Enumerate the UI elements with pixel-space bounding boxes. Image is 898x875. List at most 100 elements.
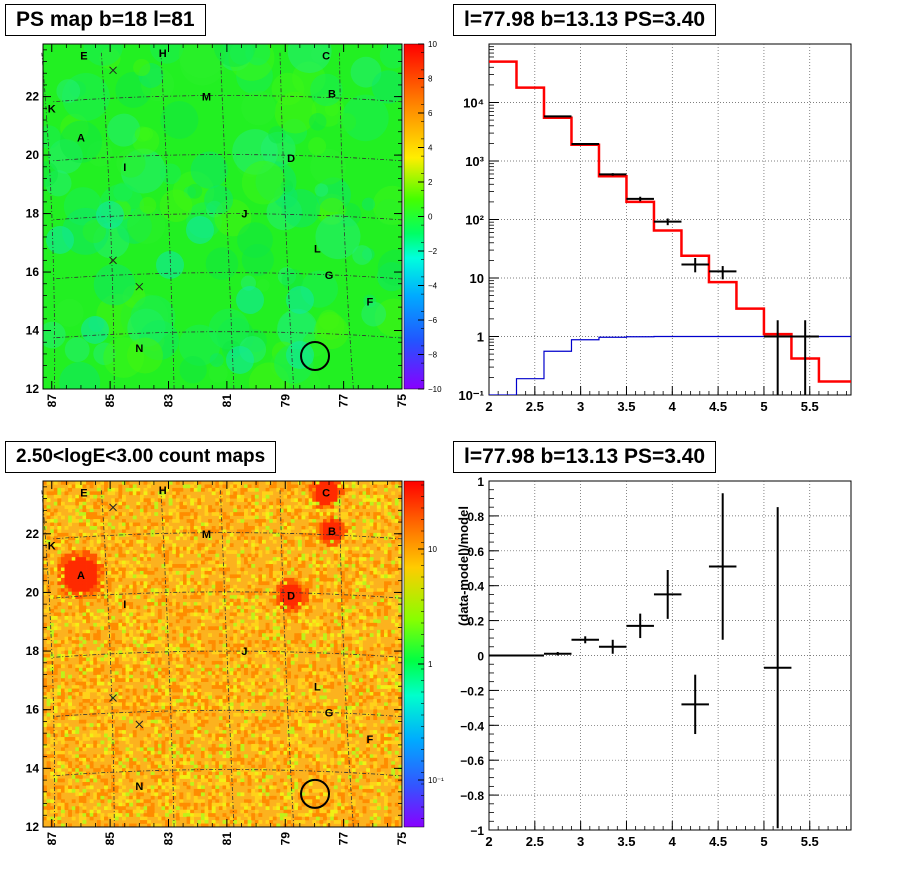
count-map-pixel (398, 640, 402, 644)
count-map-pixel (179, 716, 184, 721)
count-map-pixel (179, 681, 184, 686)
count-map-pixel (125, 633, 130, 637)
count-map-pixel (226, 754, 230, 759)
count-map-pixel (125, 525, 130, 530)
count-map-pixel (121, 498, 126, 503)
count-map-pixel (165, 612, 169, 617)
count-map-pixel (229, 494, 234, 499)
count-map-pixel (366, 525, 370, 530)
count-map-pixel (172, 743, 177, 748)
count-map-pixel (96, 595, 101, 599)
count-map-pixel (68, 494, 73, 499)
count-map-pixel (254, 792, 259, 797)
count-map-pixel (290, 605, 295, 610)
count-map-pixel (384, 481, 388, 485)
count-map-pixel (204, 546, 209, 551)
count-map-pixel (114, 577, 119, 582)
count-map-pixel (193, 584, 198, 589)
count-map-pixel (254, 543, 259, 548)
count-map-pixel (391, 764, 396, 769)
count-map-pixel (398, 681, 402, 686)
count-map-pixel (136, 560, 141, 565)
ps-map-fluctuation (315, 214, 361, 260)
count-map-pixel (172, 588, 177, 593)
count-map-pixel (147, 750, 151, 755)
count-map-pixel (157, 761, 162, 766)
count-map-pixel (297, 681, 302, 686)
count-map-pixel (104, 598, 108, 603)
count-map-pixel (312, 795, 317, 800)
count-map-pixel (362, 622, 367, 627)
count-map-pixel (57, 654, 62, 658)
count-map-pixel (226, 602, 230, 606)
count-map-pixel (348, 654, 353, 658)
count-map-pixel (93, 730, 98, 734)
count-map-pixel (308, 782, 313, 786)
count-map-pixel (222, 529, 227, 534)
count-map-pixel (308, 536, 313, 541)
count-map-pixel (258, 681, 263, 686)
count-map-pixel (136, 536, 141, 541)
count-map-pixel (312, 605, 317, 610)
count-map-pixel (186, 519, 191, 523)
count-map-pixel (208, 505, 213, 509)
count-map-pixel (57, 785, 62, 790)
count-map-pixel (251, 723, 256, 727)
count-map-pixel (279, 712, 284, 717)
count-map-pixel (193, 591, 198, 596)
count-map-pixel (175, 688, 180, 693)
count-map-pixel (272, 657, 277, 662)
count-map-pixel (348, 532, 353, 537)
count-map-pixel (175, 487, 180, 492)
count-map-pixel (46, 743, 51, 748)
count-map-pixel (114, 664, 119, 669)
count-map-pixel (208, 560, 213, 565)
count-map-pixel (183, 588, 187, 593)
count-map-pixel (71, 775, 76, 779)
count-map-pixel (186, 636, 191, 641)
count-map-pixel (211, 581, 216, 586)
count-map-pixel (276, 705, 281, 710)
count-map-pixel (43, 709, 47, 714)
count-map-pixel (373, 709, 378, 714)
count-map-pixel (251, 515, 256, 520)
count-map-pixel (333, 591, 338, 596)
count-map-pixel (183, 681, 187, 686)
colorbar-tick-label: −10 (428, 385, 442, 394)
count-map-pixel (391, 768, 396, 772)
count-map-pixel (376, 505, 381, 509)
count-map-pixel (279, 574, 284, 579)
count-map-pixel (53, 775, 58, 779)
count-map-pixel (366, 685, 370, 689)
count-map-pixel (143, 747, 148, 752)
count-map-pixel (315, 757, 320, 762)
count-map-pixel (111, 754, 116, 759)
count-map-pixel (272, 550, 277, 554)
count-map-pixel (315, 484, 320, 489)
ps-map-fluctuation (308, 113, 327, 131)
count-map-pixel (60, 695, 65, 700)
count-map-pixel (200, 522, 205, 527)
count-map-pixel (46, 654, 51, 658)
count-map-pixel (197, 719, 202, 724)
count-map-pixel (312, 633, 317, 637)
count-map-pixel (319, 574, 324, 579)
count-map-pixel (283, 761, 288, 766)
count-map-pixel (168, 564, 173, 568)
count-map-pixel (157, 719, 162, 724)
count-map-pixel (226, 705, 230, 710)
count-map-pixel (172, 529, 177, 534)
count-map-pixel (247, 688, 252, 693)
count-map-pixel (283, 581, 288, 586)
count-map-pixel (240, 636, 245, 641)
count-map-pixel (57, 688, 62, 693)
count-map-pixel (82, 733, 87, 738)
count-map-pixel (258, 577, 263, 582)
count-map-pixel (344, 622, 349, 627)
count-map-pixel (272, 674, 277, 679)
count-map-pixel (301, 685, 306, 689)
count-map-pixel (186, 560, 191, 565)
count-map-pixel (384, 629, 388, 634)
count-map-pixel (258, 539, 263, 544)
count-map-pixel (68, 560, 73, 565)
